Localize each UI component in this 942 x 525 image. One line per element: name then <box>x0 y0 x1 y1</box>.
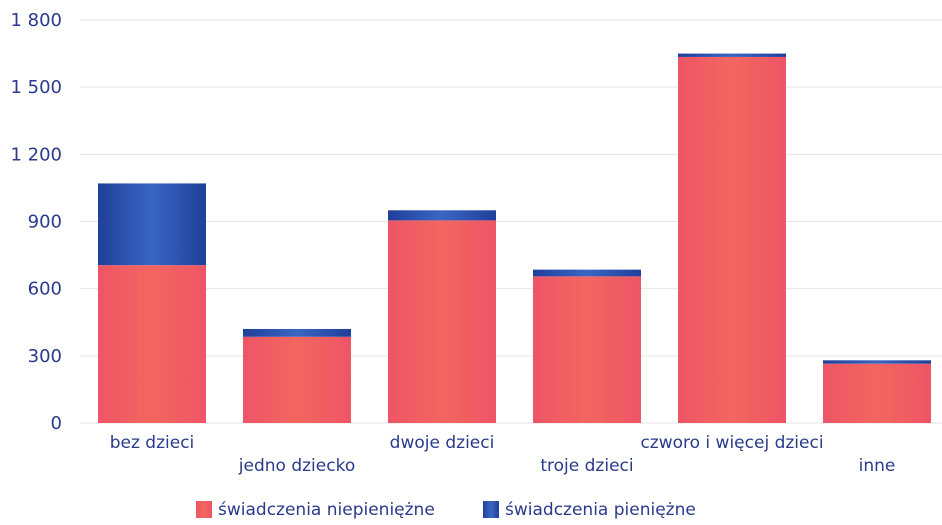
bars <box>98 53 931 424</box>
legend-label: świadczenia niepieniężne <box>218 500 435 520</box>
x-category-label: dwoje dzieci <box>390 433 495 453</box>
x-category-label: jedno dziecko <box>238 456 355 476</box>
bar-segment-niepieniezne <box>388 220 496 423</box>
y-tick-label: 1 500 <box>10 77 62 98</box>
legend: świadczenia niepieniężne świadczenia pien… <box>196 500 696 520</box>
bar-segment-pieniezne <box>98 183 206 266</box>
y-tick-label: 600 <box>28 279 62 300</box>
y-tick-label: 300 <box>28 346 62 367</box>
y-axis: 0 300 600 900 1 200 1 500 1 800 <box>10 10 62 434</box>
x-category-label: czworo i więcej dzieci <box>640 433 823 453</box>
bar-segment-pieniezne <box>533 269 641 277</box>
legend-swatch <box>196 501 212 518</box>
bar-segment-niepieniezne <box>823 363 931 423</box>
legend-label: świadczenia pieniężne <box>505 500 696 520</box>
x-category-label: bez dzieci <box>110 433 195 453</box>
bar-segment-pieniezne <box>388 210 496 221</box>
bar-segment-niepieniezne <box>98 265 206 423</box>
x-axis-labels: bez dzieci jedno dziecko dwoje dzieci troje… <box>110 433 896 476</box>
legend-swatch <box>483 501 499 518</box>
x-category-label: inne <box>859 456 896 476</box>
y-tick-label: 0 <box>51 413 62 434</box>
gridlines <box>80 19 942 424</box>
bar-segment-niepieniezne <box>678 56 786 424</box>
y-tick-label: 900 <box>28 212 62 233</box>
y-tick-label: 1 800 <box>10 10 62 31</box>
x-category-label: troje dzieci <box>540 456 633 476</box>
bar-segment-pieniezne <box>823 360 931 364</box>
y-tick-label: 1 200 <box>10 144 62 165</box>
bar-segment-pieniezne <box>243 328 351 337</box>
bar-segment-pieniezne <box>678 53 786 57</box>
bar-segment-niepieniezne <box>243 336 351 423</box>
bar-segment-niepieniezne <box>533 276 641 423</box>
